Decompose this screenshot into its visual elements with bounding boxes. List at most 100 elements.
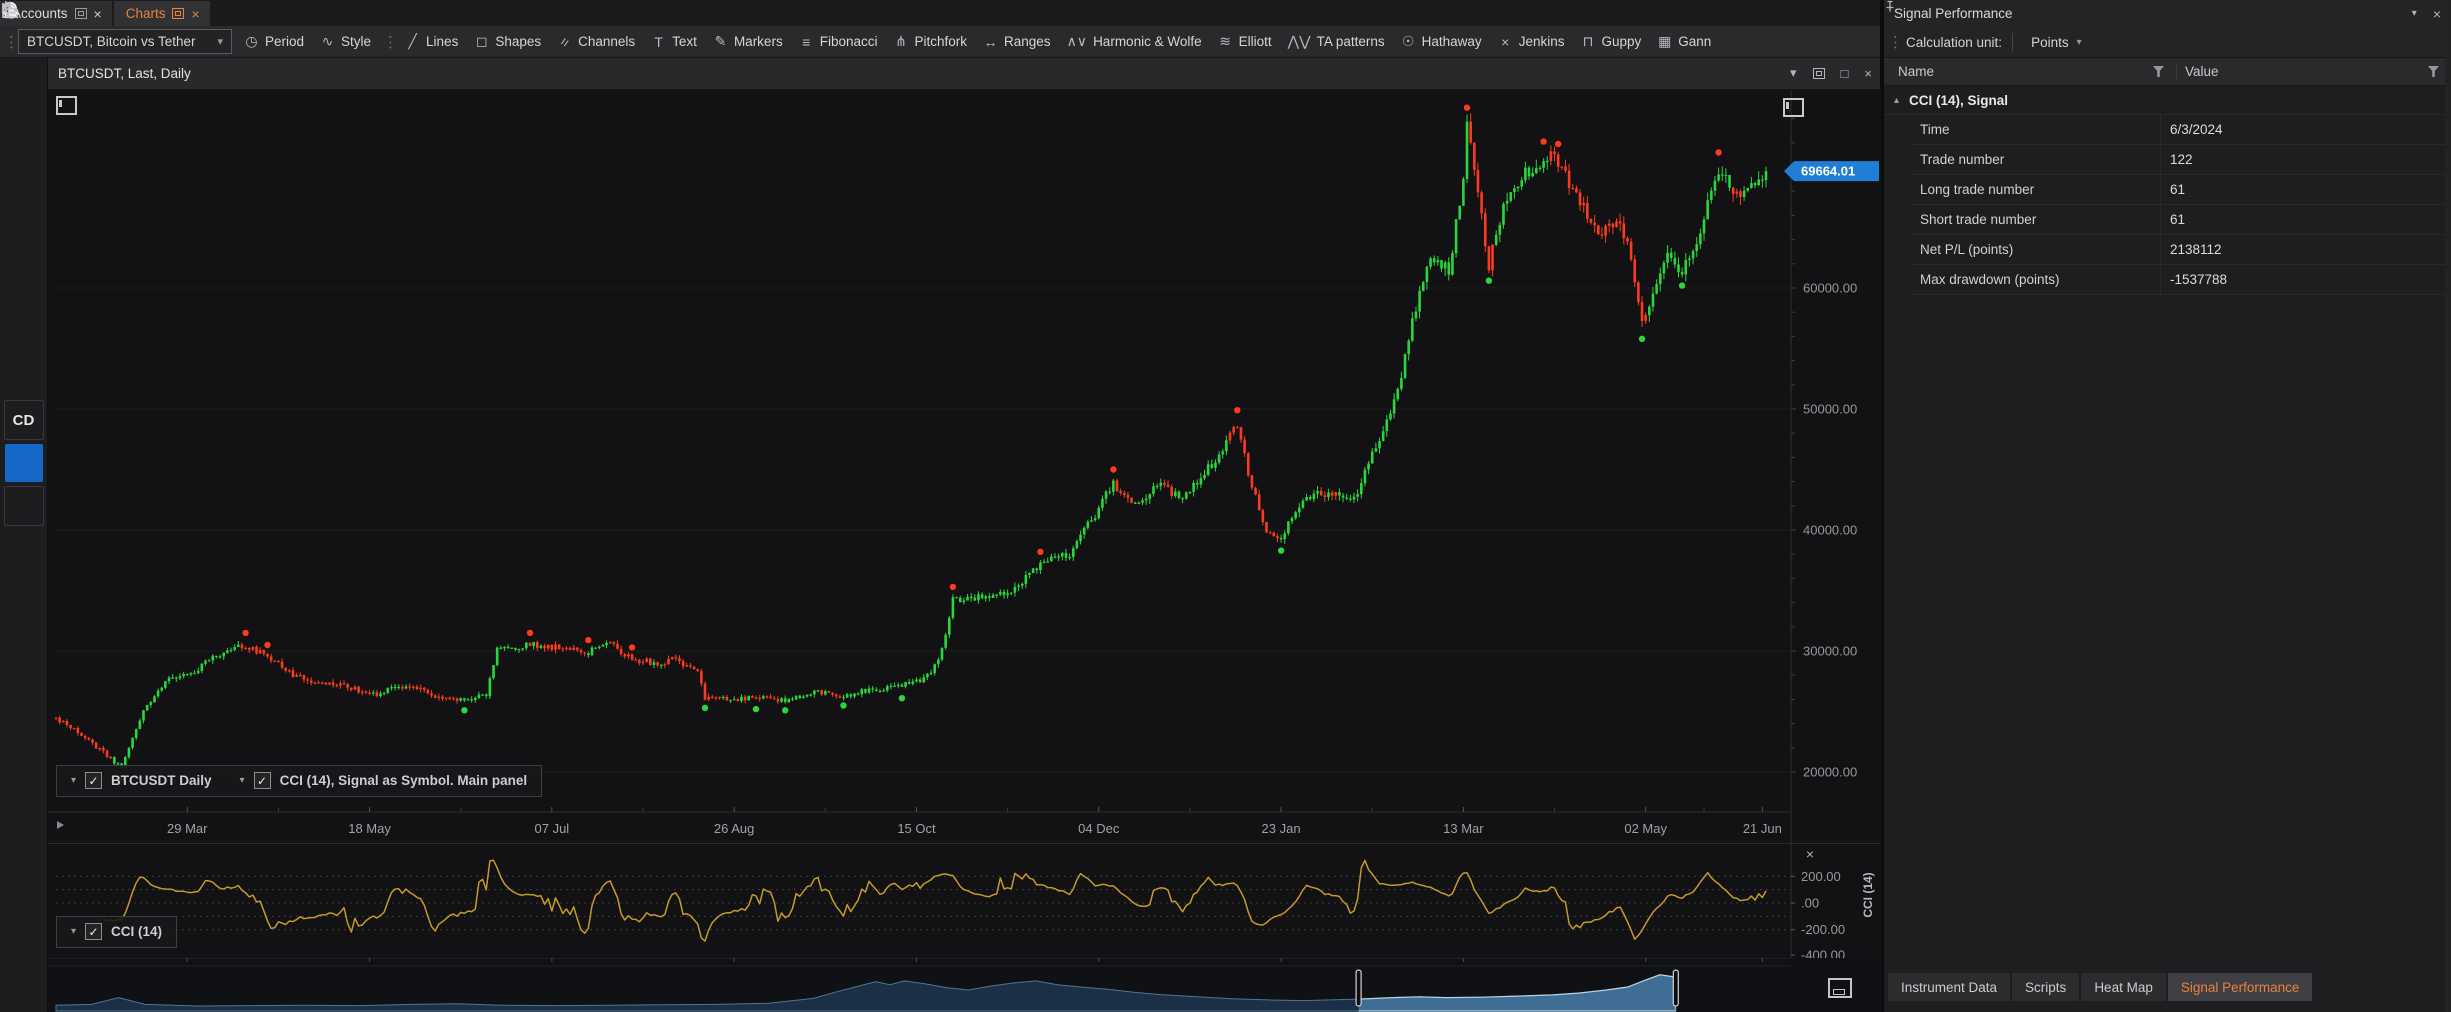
table-row[interactable]: Long trade number 61 [1910,175,2451,205]
cci-indicator-panel[interactable]: 200.00 .00 -200.00 -400.00 ▾ CCI (14) × CCI… [48,842,1881,959]
panel-tab-instrument-data[interactable]: Instrument Data [1888,973,2011,1001]
row-name: Net P/L (points) [1910,235,2161,264]
tool-style[interactable]: ∿ Style [312,29,379,55]
chevron-down-icon[interactable]: ▾ [71,926,77,938]
series-checkbox[interactable] [85,923,103,941]
chevron-down-icon[interactable]: ▾ [2411,8,2417,19]
row-value: 2138112 [2170,242,2222,257]
series-checkbox[interactable] [253,772,271,790]
sidebar-item-refresh[interactable] [3,2,43,270]
tool-fibonacci[interactable]: ≡ Fibonacci [791,29,886,55]
panel-tab-heat-map[interactable]: Heat Map [2081,973,2166,1001]
chart-workspace-column: Accounts × Charts × ⋮ BTCUSDT, Bitcoin vs… [0,0,1880,1012]
float-window-icon[interactable] [74,8,87,19]
toolbar-grip-icon[interactable]: ⋮ [1888,34,1903,51]
panel-toolbar: ⋮ Calculation unit: Points ▾ [1884,27,2451,58]
ta-patterns-icon: ⋀⋁ [1287,33,1311,49]
tool-lines[interactable]: ╱ Lines [397,29,466,55]
tool-period[interactable]: ◷ Period [236,29,312,55]
table-row[interactable]: Time 6/3/2024 [1910,115,2451,145]
tool-pitchfork[interactable]: ⋔ Pitchfork [885,29,975,55]
sidebar-item-search[interactable] [2,2,43,102]
history-navigator[interactable] [48,958,1881,1012]
filter-icon[interactable] [2153,66,2164,77]
filter-icon[interactable] [2428,66,2439,77]
tool-label: Harmonic & Wolfe [1093,34,1202,49]
symbol-select[interactable]: BTCUSDT, Bitcoin vs Tether ▾ [18,29,232,54]
panel-scrollbar[interactable] [2445,0,2451,1012]
harmonic-wolfe-icon: ∧∨ [1066,33,1088,49]
tool-label: Channels [578,34,636,49]
sidebar-item-trash[interactable] [4,3,43,396]
toolbar-buttons: ◷ Period ∿ Style [236,29,379,55]
sidebar-item-scroll-axis[interactable] [3,1,43,186]
doc-tab-accounts[interactable]: Accounts × [0,1,112,26]
table-row[interactable]: Short trade number 61 [1910,205,2451,235]
svg-text:23 Jan: 23 Jan [1262,821,1301,836]
tool-elliott[interactable]: ≋ Elliott [1210,29,1280,55]
panel-tab-signal-performance[interactable]: Signal Performance [2167,973,2313,1001]
tool-harmonic-wolfe[interactable]: ∧∨ Harmonic & Wolfe [1059,29,1210,55]
tool-hathaway[interactable]: ☉ Hathaway [1393,29,1490,55]
legend-label: BTCUSDT Daily [111,773,212,789]
panel-expand-icon[interactable] [1783,97,1804,117]
tool-label: Hathaway [1421,34,1482,49]
toolbar-grip-icon[interactable]: ⋮ [4,33,19,51]
pin-icon[interactable] [1884,0,1896,13]
sidebar-item-chart-frame[interactable] [2,3,43,144]
chevron-down-icon[interactable]: ▾ [71,775,77,787]
candlestick-plot[interactable]: 60000.00 50000.00 40000.00 30000.00 20000.00… [48,89,1881,845]
tool-shapes[interactable]: ◻ Shapes [466,29,549,55]
sidebar-item-cd-button[interactable]: CD [3,400,44,440]
panel-tab-scripts[interactable]: Scripts [2012,973,2080,1001]
left-sidebar: CD 1 [0,0,48,1012]
tool-jenkins[interactable]: × Jenkins [1490,29,1573,55]
close-panel-icon[interactable]: × [1805,845,1814,862]
table-row[interactable]: Net P/L (points) 2138112 [1910,235,2451,265]
close-panel-icon[interactable]: × [2432,5,2441,22]
close-tab-icon[interactable]: × [191,5,200,22]
grid-body: Time 6/3/2024 Trade number 122 Long trade … [1884,115,2451,972]
toolbar-grip-icon[interactable]: ⋮ [383,33,398,51]
table-row[interactable]: Max drawdown (points) -1537788 [1910,265,2451,295]
hathaway-icon: ☉ [1401,33,1415,49]
panel-bottom-tabs: Instrument Data Scripts Heat Map Signal Per… [1884,972,2451,1002]
close-window-icon[interactable]: × [1864,65,1872,81]
chevron-down-icon[interactable]: ▾ [239,775,245,787]
panel-expand-icon[interactable] [56,95,77,115]
cci-legend: ▾ CCI (14) [56,915,178,948]
tool-ranges[interactable]: ↔ Ranges [975,29,1059,55]
tool-ta-patterns[interactable]: ⋀⋁ TA patterns [1280,29,1393,55]
tool-channels[interactable]: = Channels [549,29,643,55]
sidebar-item-tap-select[interactable]: 1 [3,2,43,482]
tool-markers[interactable]: ✎ Markers [705,29,791,55]
maximize-window-icon[interactable]: □ [1840,65,1849,81]
doc-tab-charts[interactable]: Charts × [113,1,210,26]
sidebar-item-layers[interactable] [2,2,43,354]
main-price-chart[interactable]: 60000.00 50000.00 40000.00 30000.00 20000.00… [48,89,1881,845]
navigator-plot[interactable] [48,958,1881,1012]
monitor-icon[interactable] [1828,978,1852,999]
sidebar-item-indicator-panel[interactable] [2,3,44,526]
calc-unit-select[interactable]: Points ▾ [2023,35,2090,50]
sidebar-item-pan[interactable] [1,1,43,228]
float-window-icon[interactable] [172,8,185,19]
tool-label: Text [672,34,697,49]
tool-text[interactable]: T Text [643,29,705,55]
restore-window-icon[interactable] [1812,67,1825,79]
tool-guppy[interactable]: ⊓ Guppy [1572,29,1649,55]
tool-gann[interactable]: ▦ Gann [1649,29,1719,55]
cci-plot[interactable]: 200.00 .00 -200.00 -400.00 [48,843,1881,959]
chevron-down-icon[interactable]: ▾ [1790,65,1797,81]
group-row[interactable]: ▴ CCI (14), Signal [1884,86,2451,115]
column-header-value[interactable]: Value [2177,64,2451,79]
collapse-icon[interactable]: ▴ [1894,94,1900,106]
vertical-splitter[interactable] [1880,0,1884,1012]
sidebar-item-cursor[interactable] [5,0,43,312]
tool-label: Lines [426,34,459,49]
column-header-name[interactable]: Name [1884,64,2177,79]
table-row[interactable]: Trade number 122 [1910,145,2451,175]
series-checkbox[interactable] [85,772,103,790]
main-toolbar: ⋮ BTCUSDT, Bitcoin vs Tether ▾ ◷ Period ∿… [0,26,1880,58]
close-tab-icon[interactable]: × [93,5,102,22]
